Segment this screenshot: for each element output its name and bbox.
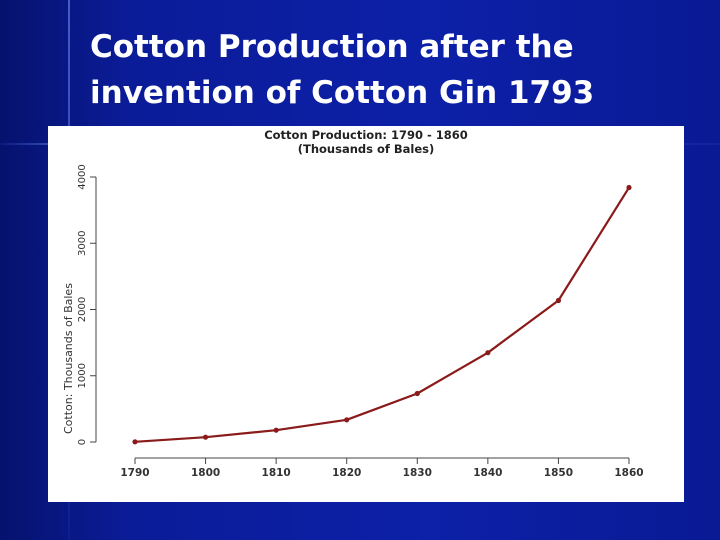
x-tick-label: 1800: [191, 467, 220, 479]
data-point: [202, 434, 209, 440]
data-point: [626, 184, 632, 191]
chart-title: Cotton Production: 1790 - 1860: [264, 128, 468, 142]
y-tick-label: 3000: [77, 231, 88, 256]
data-point: [485, 350, 491, 356]
data-point: [132, 439, 138, 445]
data-point: [344, 417, 350, 423]
x-tick-label: 1790: [120, 467, 149, 479]
x-tick-label: 1810: [262, 467, 291, 479]
y-tick-label: 2000: [77, 297, 88, 322]
x-tick-label: 1850: [544, 467, 573, 479]
data-point: [555, 297, 562, 304]
y-tick-label: 4000: [77, 164, 88, 189]
line-chart: 0 1000 2000 3000 4000 1790 1800 1810 1820 1830 184…: [77, 164, 644, 479]
data-point: [414, 390, 420, 397]
x-tick-label: 1860: [614, 467, 643, 479]
chart-panel: Cotton Production: 1790 - 1860 (Thousand…: [48, 126, 684, 502]
y-tick-label: 1000: [77, 363, 88, 388]
data-point: [273, 427, 279, 433]
slide-title: Cotton Production after the invention of…: [90, 29, 595, 111]
x-tick-label: 1820: [332, 467, 361, 479]
chart-subtitle: (Thousands of Bales): [297, 142, 435, 156]
x-tick-label: 1830: [403, 467, 432, 479]
series-line: [134, 186, 630, 443]
y-tick-label: 0: [77, 439, 88, 445]
x-tick-label: 1840: [473, 467, 502, 479]
